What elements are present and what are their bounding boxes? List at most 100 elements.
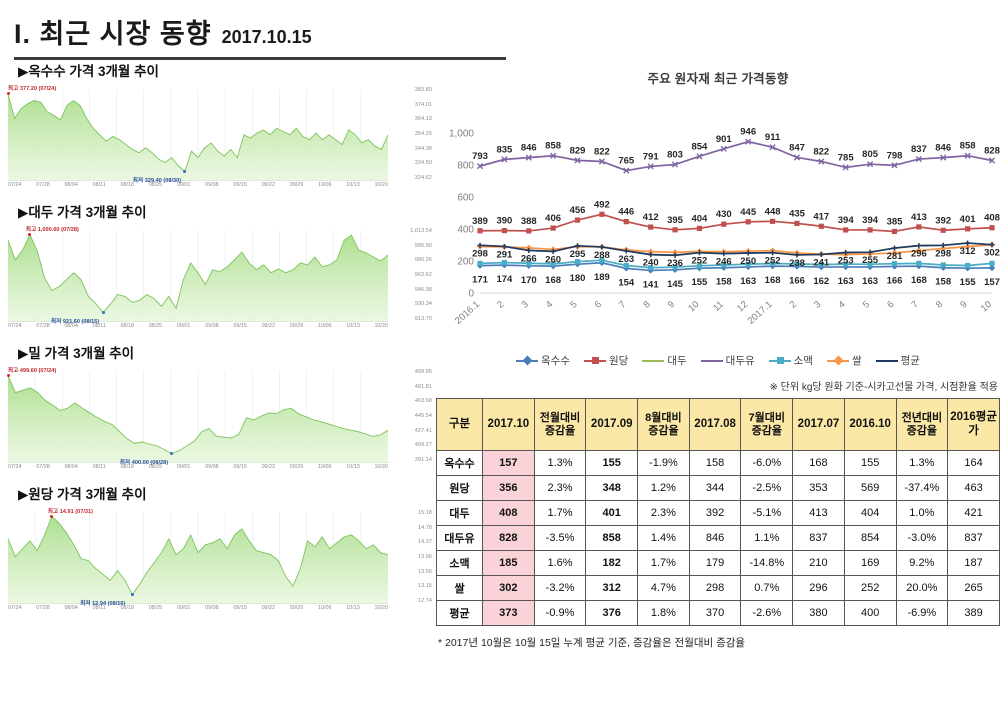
svg-text:901: 901 [716, 134, 733, 145]
x-axis-tick-label: 09/29 [289, 323, 304, 329]
y-axis-tick-label: 324.62 [414, 175, 432, 181]
x-axis-tick-label: 09/01 [176, 323, 191, 329]
table-cell: 463 [947, 475, 1000, 501]
table-cell: 155 [585, 450, 639, 476]
table-cell: -6.9% [895, 600, 949, 626]
x-axis-tick-label: 10/06 [318, 605, 332, 611]
low-point-label: 최저 329.40 (08/30) [132, 177, 182, 184]
y-axis-tick-label: 427.41 [414, 427, 432, 434]
low-point-marker [130, 593, 134, 597]
table-cell: -2.5% [740, 475, 794, 501]
x-axis-tick-label: 10/13 [346, 464, 360, 470]
table-row: 원당 356 2.3% 348 1.2% 344 -2.5% 353 569 -37.4% 463 [436, 475, 1000, 501]
mini-chart-plot-area: 최고 1,000.60 (07/28) 최저 921.60 (08/15) [8, 227, 388, 325]
svg-text:298: 298 [472, 248, 488, 259]
x-axis-tick-label: 10/13 [346, 182, 360, 188]
x-axis-tick-label: 09/01 [176, 605, 191, 611]
x-axis-tick-label: 10/13 [346, 323, 360, 329]
x-axis-tick-labels: 07/24 07/28 08/04 08/11 08/18 08/25 09/01 09/08… [8, 323, 388, 329]
svg-text:3: 3 [812, 299, 823, 311]
low-point-label: 최저 921.60 (08/15) [51, 318, 100, 325]
svg-text:800: 800 [457, 161, 474, 172]
svg-text:394: 394 [838, 215, 855, 226]
svg-text:168: 168 [765, 275, 781, 286]
table-cell: 370 [688, 600, 742, 626]
svg-text:163: 163 [862, 276, 878, 287]
x-axis-tick-label: 07/28 [36, 605, 50, 611]
legend-item-소맥[interactable]: 소맥 [768, 353, 813, 368]
table-cell: 344 [688, 475, 742, 501]
svg-text:400: 400 [457, 225, 474, 236]
table-cell: 2.3% [637, 500, 690, 526]
table-cell: 157 [482, 450, 535, 476]
table-cell: 4.7% [637, 575, 690, 601]
svg-text:2016.1: 2016.1 [453, 299, 482, 327]
svg-text:157: 157 [984, 277, 1000, 288]
table-row: 대두 408 1.7% 401 2.3% 392 -5.1% 413 404 1.0% 421 [436, 500, 1000, 526]
svg-text:413: 413 [911, 212, 927, 223]
svg-text:785: 785 [838, 152, 855, 163]
page-title-block: I. 최근 시장 동향 2017.10.15 [14, 12, 534, 60]
table-row-header: 쌀 [436, 575, 483, 601]
x-axis-tick-label: 08/11 [92, 464, 106, 470]
svg-text:404: 404 [691, 213, 708, 224]
x-axis-tick-label: 09/22 [261, 182, 276, 188]
y-axis-tick-label: 374.01 [414, 101, 432, 108]
legend-item-대두[interactable]: 대두 [642, 353, 687, 368]
svg-text:829: 829 [570, 145, 586, 156]
table-column-header: 2017.07 [792, 398, 845, 451]
mini-chart-heading: ▶밀 가격 3개월 추이 [18, 346, 135, 361]
y-axis-tick-label: 980.26 [414, 257, 432, 264]
foot-note: * 2017년 10월은 10월 15일 누계 평균 기준, 증감율은 전월대비… [438, 637, 746, 649]
svg-text:911: 911 [765, 132, 781, 143]
x-axis-tick-labels: 07/24 07/28 08/04 08/11 08/18 08/25 09/01 09/08… [8, 605, 388, 611]
svg-text:822: 822 [813, 147, 829, 158]
legend-item-쌀[interactable]: 쌀 [826, 353, 862, 368]
table-cell: 1.4% [637, 525, 690, 551]
mini-chart-block: ▶대두 가격 3개월 추이 1,013.54 996.90 980.26 963.62 9… [0, 201, 434, 342]
svg-text:255: 255 [862, 255, 879, 266]
x-axis-tick-label: 09/01 [176, 182, 191, 188]
x-axis-tick-label: 09/22 [261, 323, 276, 329]
x-axis-tick-label: 09/15 [233, 323, 247, 329]
table-column-header: 전년대비 증감율 [895, 398, 949, 451]
mini-chart-canvas: 1,013.54 996.90 980.26 963.62 946.98 930.34 91… [0, 224, 434, 342]
main-line-chart: 0 200 400 600 800 1,000 793 835 846 858 829 822 765 7… [436, 91, 1000, 351]
x-axis-tick-label: 08/11 [92, 605, 106, 611]
main-chart-title: 주요 원자재 최근 가격동향 [647, 72, 789, 86]
table-row-header: 대두유 [436, 525, 483, 551]
svg-text:412: 412 [643, 212, 659, 223]
svg-text:448: 448 [765, 206, 781, 217]
table-row-header: 대두 [436, 500, 483, 526]
x-axis-tick-label: 08/18 [120, 464, 134, 470]
legend-item-원당[interactable]: 원당 [584, 353, 628, 368]
legend-item-옥수수[interactable]: 옥수수 [516, 353, 570, 368]
table-row: 대두유 828 -3.5% 858 1.4% 846 1.1% 837 854 -3.0% 837 [436, 525, 1000, 551]
table-cell: 1.0% [895, 500, 949, 526]
y-axis-tick-label: 13.56 [418, 568, 432, 575]
svg-text:388: 388 [521, 216, 537, 227]
svg-text:5: 5 [568, 299, 579, 311]
legend-label: 대두유 [725, 355, 755, 367]
table-cell: -0.9% [533, 600, 587, 626]
legend-item-대두유[interactable]: 대두유 [700, 353, 755, 368]
low-point-label: 최저 12.94 (08/16) [80, 600, 126, 607]
svg-text:0: 0 [468, 289, 474, 300]
svg-text:417: 417 [813, 211, 829, 222]
table-cell: 210 [792, 550, 845, 576]
svg-text:798: 798 [887, 150, 903, 161]
svg-text:600: 600 [457, 193, 474, 204]
high-point-marker [50, 515, 54, 519]
svg-text:240: 240 [643, 258, 659, 269]
svg-text:456: 456 [570, 205, 586, 216]
svg-text:858: 858 [545, 141, 561, 152]
table-cell: 569 [843, 475, 897, 501]
x-axis-tick-label: 10/06 [318, 323, 332, 329]
svg-text:7: 7 [910, 299, 921, 311]
svg-text:828: 828 [984, 146, 1000, 157]
legend-item-평균[interactable]: 평균 [875, 353, 920, 368]
table-cell: 858 [585, 525, 639, 551]
table-cell: 1.3% [533, 450, 587, 476]
svg-text:158: 158 [716, 277, 732, 288]
mini-chart-canvas: 499.95 481.81 463.68 445.54 427.41 409.27 391.… [0, 365, 434, 483]
